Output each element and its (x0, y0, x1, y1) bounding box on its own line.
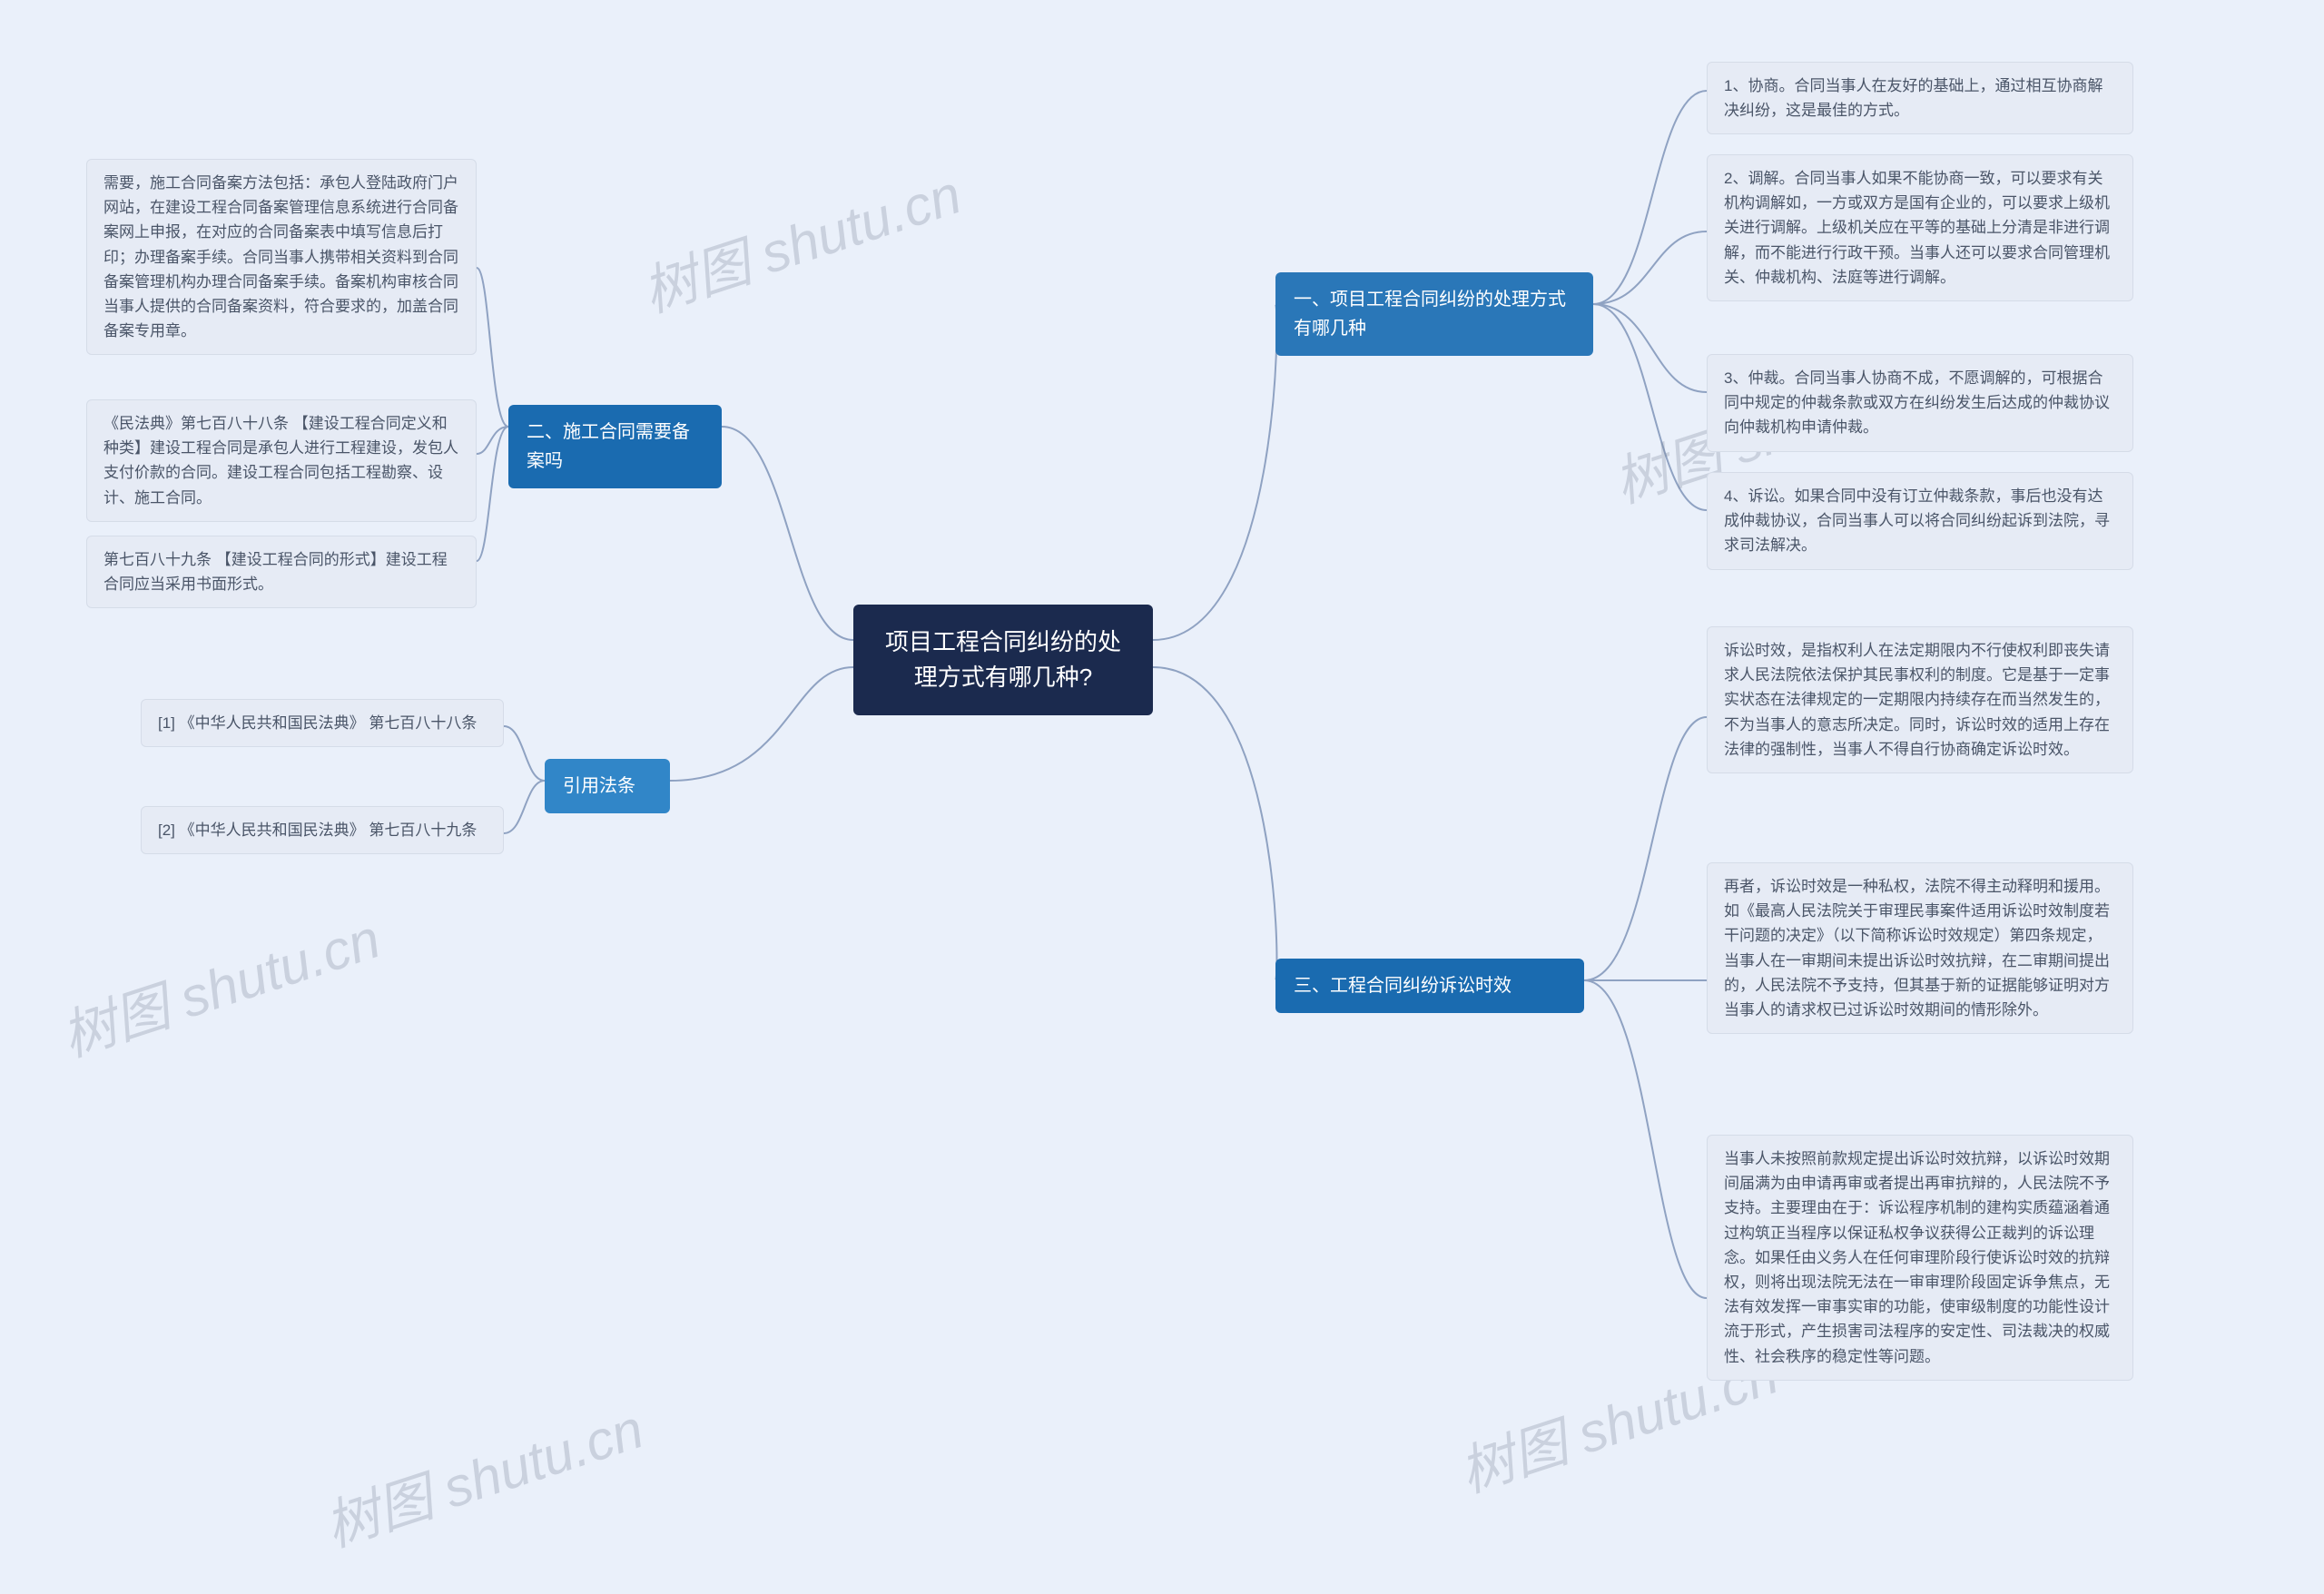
leaf-b4-2: [2] 《中华人民共和国民法典》 第七百八十九条 (141, 806, 504, 854)
leaf-b1-1: 1、协商。合同当事人在友好的基础上，通过相互协商解决纠纷，这是最佳的方式。 (1707, 62, 2133, 134)
branch-3: 三、工程合同纠纷诉讼时效 (1275, 959, 1584, 1013)
watermark: 树图 shutu.cn (313, 1385, 652, 1562)
leaf-b3-2: 再者，诉讼时效是一种私权，法院不得主动释明和援用。如《最高人民法院关于审理民事案… (1707, 862, 2133, 1034)
leaf-b1-4: 4、诉讼。如果合同中没有订立仲裁条款，事后也没有达成仲裁协议，合同当事人可以将合… (1707, 472, 2133, 570)
watermark: 树图 shutu.cn (50, 895, 389, 1072)
leaf-b4-1: [1] 《中华人民共和国民法典》 第七百八十八条 (141, 699, 504, 747)
leaf-b2-1: 需要，施工合同备案方法包括：承包人登陆政府门户网站，在建设工程合同备案管理信息系… (86, 159, 477, 355)
leaf-b2-3: 第七百八十九条 【建设工程合同的形式】建设工程合同应当采用书面形式。 (86, 536, 477, 608)
leaf-b1-3: 3、仲裁。合同当事人协商不成，不愿调解的，可根据合同中规定的仲裁条款或双方在纠纷… (1707, 354, 2133, 452)
branch-2: 二、施工合同需要备案吗 (508, 405, 722, 488)
leaf-b2-2: 《民法典》第七百八十八条 【建设工程合同定义和种类】建设工程合同是承包人进行工程… (86, 399, 477, 522)
leaf-b1-2: 2、调解。合同当事人如果不能协商一致，可以要求有关机构调解如，一方或双方是国有企… (1707, 154, 2133, 301)
root-node: 项目工程合同纠纷的处理方式有哪几种? (853, 605, 1153, 715)
branch-1: 一、项目工程合同纠纷的处理方式有哪几种 (1275, 272, 1593, 356)
branch-4: 引用法条 (545, 759, 670, 813)
leaf-b3-3: 当事人未按照前款规定提出诉讼时效抗辩，以诉讼时效期间届满为由申请再审或者提出再审… (1707, 1135, 2133, 1381)
leaf-b3-1: 诉讼时效，是指权利人在法定期限内不行使权利即丧失请求人民法院依法保护其民事权利的… (1707, 626, 2133, 773)
watermark: 树图 shutu.cn (631, 151, 970, 328)
